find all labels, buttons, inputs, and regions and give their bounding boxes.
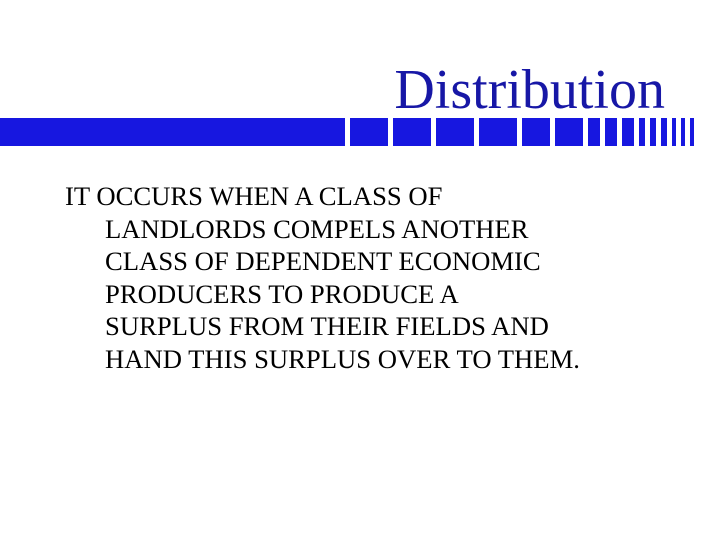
decor-segment [650,118,656,146]
body-line: SURPLUS FROM THEIR FIELDS AND [65,310,670,343]
body-line: IT OCCURS WHEN A CLASS OF [65,180,670,213]
body-line: LANDLORDS COMPELS ANOTHER [65,213,670,246]
decor-band [0,118,694,146]
decor-segment [588,118,600,146]
decor-segment [605,118,617,146]
decor-segment [436,118,474,146]
body-line: CLASS OF DEPENDENT ECONOMIC [65,245,670,278]
decor-segment [555,118,583,146]
decor-segment [393,118,431,146]
decor-segment [522,118,550,146]
decor-segment [622,118,634,146]
decor-segment [479,118,517,146]
slide: Distribution IT OCCURS WHEN A CLASS OFLA… [0,0,720,540]
decor-segment [639,118,645,146]
body-line: PRODUCERS TO PRODUCE A [65,278,670,311]
decor-segment [0,118,345,146]
decor-segment [350,118,388,146]
body-line: HAND THIS SURPLUS OVER TO THEM. [65,343,670,376]
decor-segment [661,118,667,146]
page-title: Distribution [394,58,665,122]
decor-segment [681,118,685,146]
decor-segment [672,118,676,146]
body-text: IT OCCURS WHEN A CLASS OFLANDLORDS COMPE… [65,180,670,375]
decor-segment [690,118,694,146]
